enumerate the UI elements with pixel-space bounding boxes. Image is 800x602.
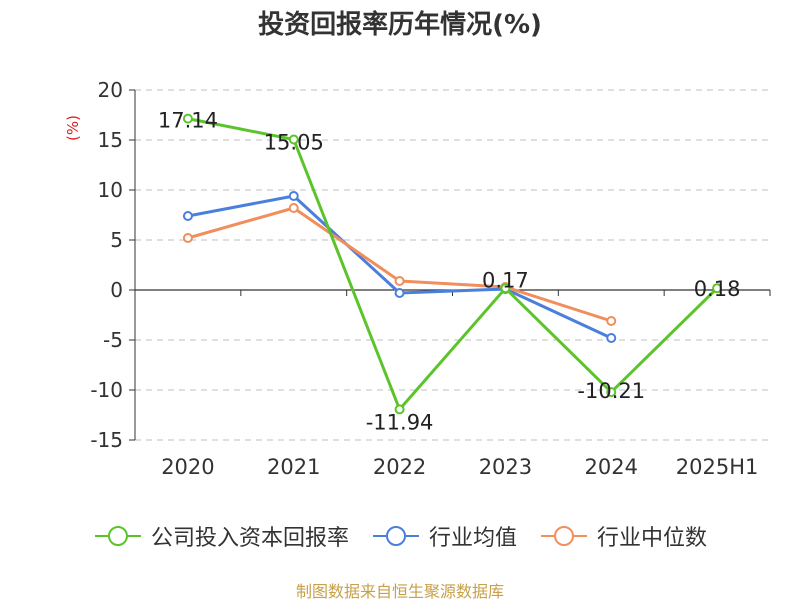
x-tick-label: 2020 xyxy=(161,455,214,479)
data-point xyxy=(394,276,405,286)
data-label: 0.18 xyxy=(694,277,741,301)
legend-label-company: 公司投入资本回报率 xyxy=(150,526,349,551)
y-axis-label: (%) xyxy=(64,115,82,141)
data-point xyxy=(288,191,299,201)
data-point xyxy=(182,211,193,221)
data-point xyxy=(606,387,617,398)
y-tick-label: -10 xyxy=(90,378,123,402)
data-point xyxy=(288,203,299,213)
data-point xyxy=(606,316,617,326)
legend-item-industry-average[interactable]: 行业均值 xyxy=(371,520,517,552)
data-label: -11.94 xyxy=(366,410,434,434)
data-source-note: 制图数据来自恒生聚源数据库 xyxy=(295,582,504,601)
series-line-1 xyxy=(187,194,612,340)
data-point xyxy=(182,233,193,243)
data-label: 0.17 xyxy=(482,268,529,292)
y-tick-label: 0 xyxy=(110,278,123,302)
y-tick-label: 5 xyxy=(110,228,123,252)
y-tick-label: 15 xyxy=(98,128,123,152)
x-tick-label: 2021 xyxy=(267,455,320,479)
chart-legend: 公司投入资本回报率 行业均值 行业中位数 xyxy=(0,520,800,552)
x-tick-label: 2022 xyxy=(373,455,426,479)
data-point xyxy=(394,288,405,298)
legend-swatch-industry-average xyxy=(372,526,419,546)
legend-label-industry-median: 行业中位数 xyxy=(597,526,708,551)
data-point xyxy=(606,333,617,343)
y-tick-label: -15 xyxy=(90,428,123,452)
data-point xyxy=(394,404,405,415)
legend-swatch-industry-median xyxy=(541,526,587,546)
series-line-0 xyxy=(187,117,719,411)
legend-label-industry-average: 行业均值 xyxy=(428,526,517,551)
data-label: 15.05 xyxy=(264,131,324,155)
x-tick-label: 2025H1 xyxy=(676,455,759,479)
series-line-2 xyxy=(187,206,612,323)
legend-item-industry-median[interactable]: 行业中位数 xyxy=(539,520,707,552)
legend-swatch-company xyxy=(94,526,141,546)
y-tick-label: 20 xyxy=(98,78,123,102)
data-label: 17.14 xyxy=(158,109,218,133)
x-tick-label: 2024 xyxy=(585,455,638,479)
data-point xyxy=(182,113,193,124)
data-point xyxy=(712,283,723,294)
chart-title: 投资回报率历年情况(%) xyxy=(258,10,542,40)
x-tick-label: 2023 xyxy=(479,455,532,479)
data-point xyxy=(288,134,299,145)
y-tick-label: 10 xyxy=(98,178,123,202)
data-point xyxy=(500,283,511,294)
data-label: -10.21 xyxy=(577,379,645,403)
y-tick-label: -5 xyxy=(103,328,123,352)
legend-item-company[interactable]: 公司投入资本回报率 xyxy=(93,520,349,552)
